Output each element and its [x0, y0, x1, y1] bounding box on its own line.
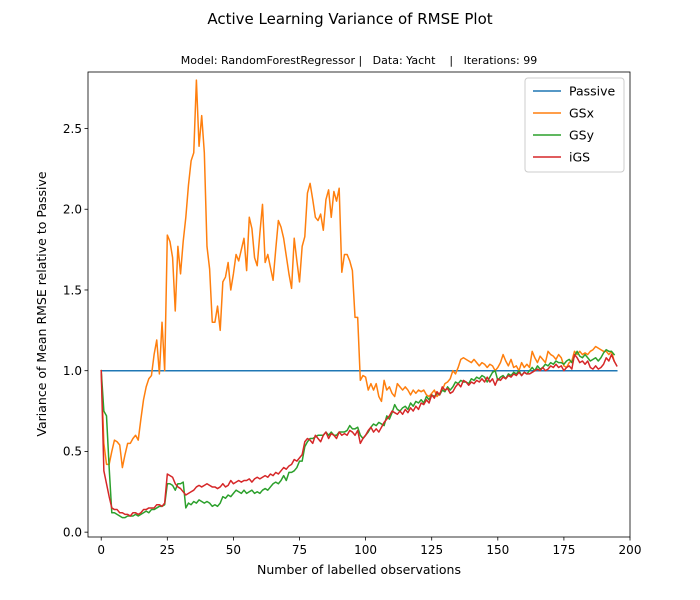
y-axis-label: Variance of Mean RMSE relative to Passiv…	[34, 171, 49, 436]
series-line-gsy	[100, 348, 616, 519]
y-tick-label: 1.5	[63, 283, 82, 297]
y-tick-label: 1.0	[63, 364, 82, 378]
x-axis: 0 25 50 75 100 125 150 175 200	[97, 537, 641, 557]
legend: Passive GSx GSy iGS	[524, 77, 625, 173]
y-axis: 0.0 0.5 1.0 1.5 2.0 2.5	[63, 122, 88, 539]
series-line-igs	[100, 353, 618, 517]
y-tick-label: 2.0	[63, 203, 82, 217]
plot-frame	[87, 71, 631, 538]
x-tick-label: 25	[160, 543, 175, 557]
y-tick-label: 0.5	[63, 445, 82, 459]
x-axis-label: Number of labelled observations	[257, 562, 461, 577]
legend-label: Passive	[569, 84, 616, 99]
y-tick-label: 2.5	[63, 122, 82, 136]
x-tick-label: 75	[292, 543, 307, 557]
series-line-gsx	[100, 79, 616, 469]
x-tick-label: 50	[226, 543, 241, 557]
legend-entry-igs: iGS	[533, 150, 590, 165]
legend-label: GSx	[569, 106, 594, 121]
legend-entry-gsy: GSy	[533, 128, 595, 143]
x-tick-label: 0	[97, 543, 105, 557]
x-tick-label: 100	[354, 543, 377, 557]
series-layer	[100, 79, 618, 519]
x-tick-label: 125	[420, 543, 443, 557]
x-tick-label: 175	[552, 543, 575, 557]
legend-entry-gsx: GSx	[533, 106, 594, 121]
legend-entry-passive: Passive	[533, 84, 616, 99]
legend-frame	[524, 77, 625, 173]
y-tick-label: 0.0	[63, 525, 82, 539]
legend-label: iGS	[569, 150, 590, 165]
x-tick-label: 150	[486, 543, 509, 557]
legend-label: GSy	[569, 128, 595, 143]
plot-area	[87, 71, 631, 538]
x-tick-label: 200	[619, 543, 642, 557]
chart-title: Active Learning Variance of RMSE Plot	[207, 10, 492, 28]
chart-subtitle: Model: RandomForestRegressor | Data: Yac…	[181, 54, 537, 67]
